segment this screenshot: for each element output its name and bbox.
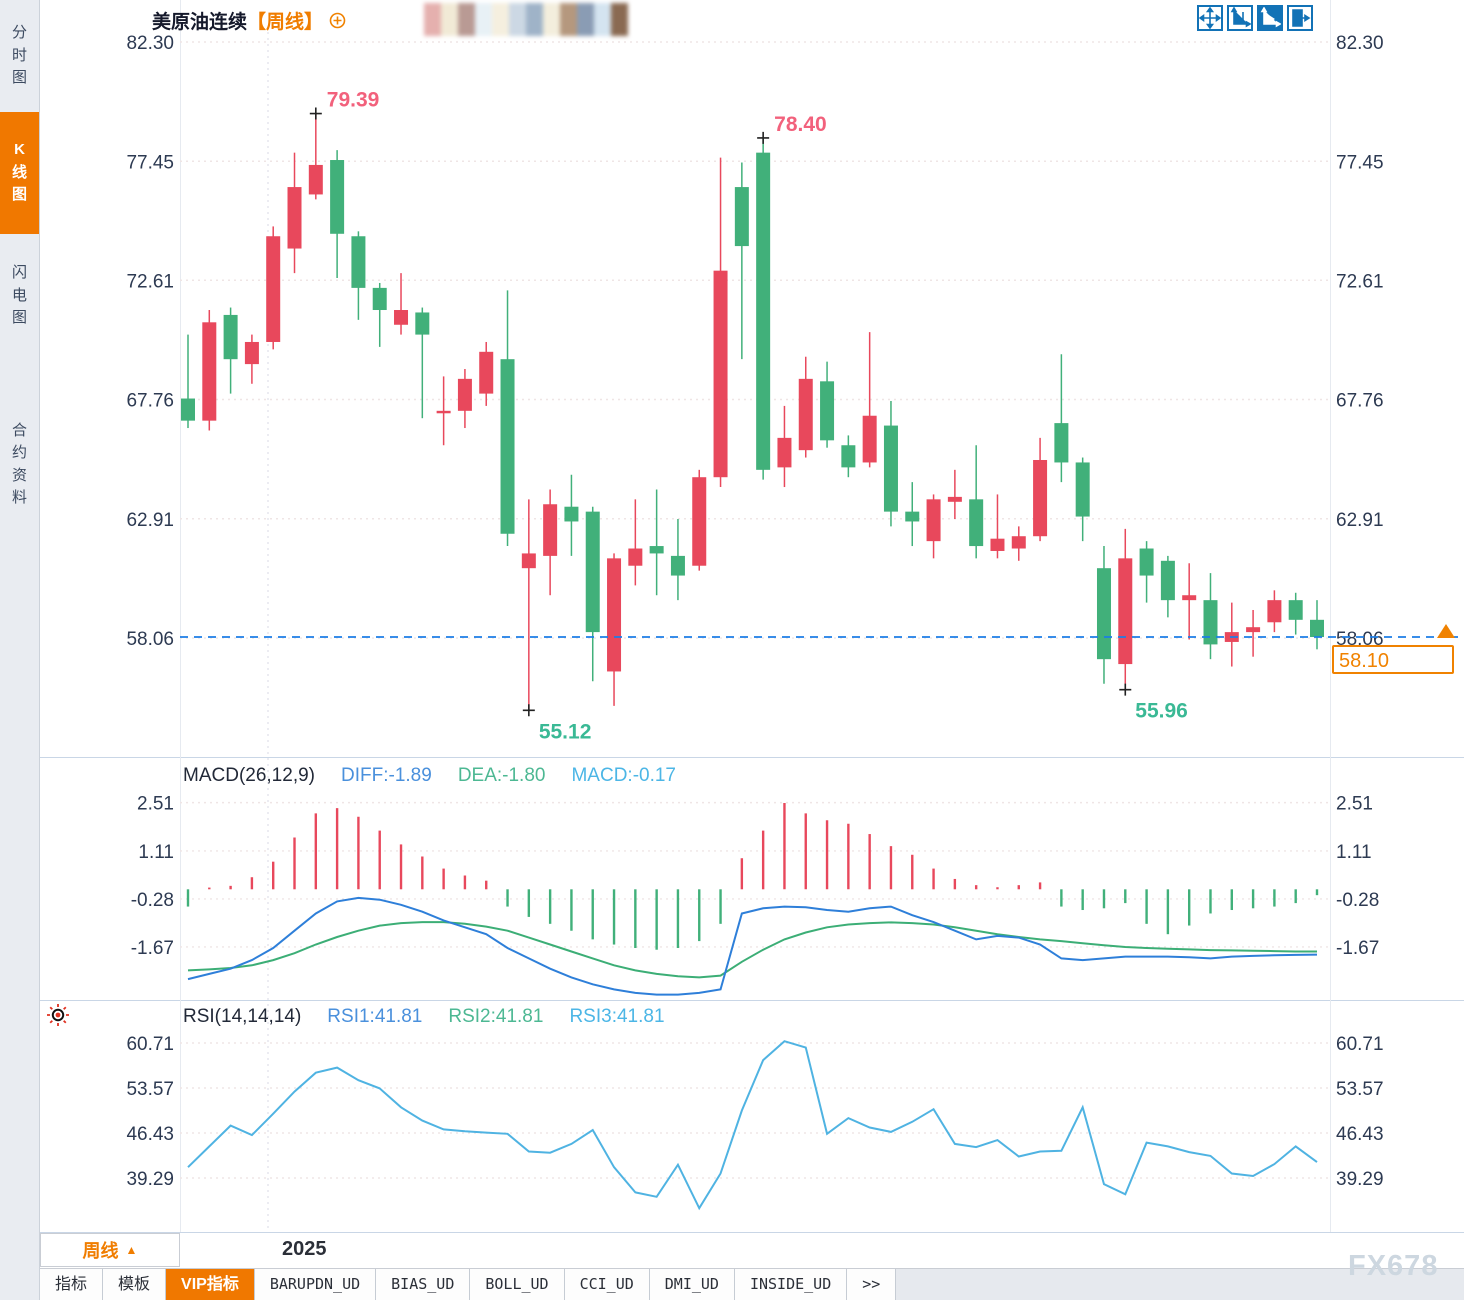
macd-legend-3: MACD:-0.17 (571, 765, 676, 786)
macd-legend-2: DEA:-1.80 (457, 765, 546, 786)
bottom-tab-10[interactable]: >> (847, 1269, 897, 1300)
rsi-title: RSI(14,14,14) (183, 1006, 302, 1027)
axis-auto-scale-icon[interactable] (1257, 5, 1283, 31)
bottom-tab-3[interactable]: VIP指标 (166, 1269, 255, 1300)
rsi-legend-1: RSI1:41.81 (327, 1006, 423, 1027)
bottom-tab-5[interactable]: BIAS_UD (376, 1269, 471, 1300)
svg-text:46.43: 46.43 (126, 1124, 174, 1145)
pane-dividers (40, 0, 1464, 1233)
chart-toolbar (1197, 5, 1313, 31)
alert-sun-icon (47, 1004, 69, 1026)
pan-crosshair-icon[interactable] (1197, 5, 1223, 31)
bottom-tab-2[interactable]: 模板 (103, 1269, 167, 1300)
svg-text:-0.28: -0.28 (131, 890, 174, 911)
svg-text:55.12: 55.12 (539, 720, 592, 743)
svg-text:72.61: 72.61 (1336, 271, 1384, 292)
svg-text:72.61: 72.61 (126, 271, 174, 292)
svg-text:77.45: 77.45 (1336, 152, 1384, 173)
sidebar-item-label: 闪电图 (11, 264, 27, 327)
svg-text:53.57: 53.57 (126, 1079, 174, 1100)
svg-text:1.11: 1.11 (138, 842, 174, 863)
bottom-tab-9[interactable]: INSIDE_UD (734, 1269, 848, 1300)
svg-text:78.40: 78.40 (774, 113, 827, 136)
svg-text:46.43: 46.43 (1336, 1124, 1384, 1145)
sidebar-item-3[interactable]: 闪电图 (0, 240, 39, 352)
bottom-tab-4[interactable]: BARUPDN_UD (254, 1269, 377, 1300)
svg-text:53.57: 53.57 (1336, 1079, 1384, 1100)
chart-title: 美原油连续 【周线】 (152, 7, 346, 34)
instrument-name: 美原油连续 (152, 12, 248, 33)
svg-text:58.06: 58.06 (126, 629, 174, 650)
axis-range-icon[interactable] (1227, 5, 1253, 31)
sidebar-item-4[interactable]: 合约资料 (0, 362, 39, 567)
svg-text:77.45: 77.45 (126, 152, 174, 173)
rsi-layer (187, 1040, 1318, 1211)
chevron-up-icon: ▲ (125, 1243, 138, 1257)
x-axis-year: 2025 (282, 1238, 327, 1260)
macd-header: MACD(26,12,9) DIFF:-1.89 DEA:-1.80 MACD:-0… (183, 765, 676, 787)
svg-text:82.30: 82.30 (126, 33, 174, 54)
svg-text:-1.67: -1.67 (1336, 938, 1379, 959)
x-axis-row: 周线 ▲ 2025 (40, 1233, 1464, 1268)
svg-text:58.06: 58.06 (1336, 629, 1384, 650)
last-price-tag: 58.10 (1332, 645, 1454, 674)
svg-text:79.39: 79.39 (327, 89, 380, 112)
bottom-tab-7[interactable]: CCI_UD (564, 1269, 650, 1300)
svg-text:-1.67: -1.67 (131, 938, 174, 959)
macd-title: MACD(26,12,9) (183, 765, 315, 786)
sidebar-item-1[interactable]: 分时图 (0, 6, 39, 106)
sidebar-item-label: 分时图 (11, 24, 27, 87)
svg-text:39.29: 39.29 (1336, 1169, 1384, 1190)
svg-text:67.76: 67.76 (1336, 391, 1384, 412)
svg-text:1.11: 1.11 (1336, 842, 1372, 863)
svg-text:82.30: 82.30 (1336, 33, 1384, 54)
collapse-panel-icon[interactable] (1287, 5, 1313, 31)
period-selector[interactable]: 周线 ▲ (40, 1233, 180, 1267)
svg-text:39.29: 39.29 (126, 1169, 174, 1190)
svg-text:55.96: 55.96 (1135, 700, 1188, 723)
svg-text:62.91: 62.91 (126, 510, 174, 531)
period-badge: 【周线】 (247, 12, 324, 33)
macd-legend-1: DIFF:-1.89 (341, 765, 432, 786)
bottom-tab-8[interactable]: DMI_UD (649, 1269, 735, 1300)
macd-layer (186, 802, 1319, 996)
svg-text:2.51: 2.51 (1336, 794, 1373, 815)
svg-text:-0.28: -0.28 (1336, 890, 1379, 911)
svg-text:60.71: 60.71 (126, 1034, 174, 1055)
bottom-tab-6[interactable]: BOLL_UD (470, 1269, 565, 1300)
period-selector-label: 周线 (82, 1241, 119, 1261)
price-up-arrow-icon (1437, 624, 1455, 638)
rsi-legend-2: RSI2:41.81 (448, 1006, 544, 1027)
sidebar-item-label: 合约资料 (11, 421, 27, 507)
svg-text:67.76: 67.76 (126, 391, 174, 412)
blurred-quote-strip (424, 3, 628, 36)
circled-plus-icon[interactable] (329, 12, 346, 29)
svg-text:62.91: 62.91 (1336, 510, 1384, 531)
indicator-tab-bar: 指标 模板 VIP指标 BARUPDN_UD BIAS_UD BOLL_UD CCI_UD D… (40, 1268, 1464, 1300)
sidebar-item-2[interactable]: K线图 (0, 112, 39, 234)
candles-layer (181, 113, 1324, 711)
bottom-tab-1[interactable]: 指标 (40, 1269, 104, 1300)
gridlines (180, 32, 1330, 1232)
svg-text:60.71: 60.71 (1336, 1034, 1384, 1055)
price-annotations (309, 107, 1132, 717)
sidebar-item-label: K线图 (11, 141, 27, 204)
rsi-header: RSI(14,14,14) RSI1:41.81 RSI2:41.81 RSI3:4… (183, 1006, 665, 1028)
left-sidebar: 分时图 K线图闪电图合约资料 (0, 0, 40, 1300)
svg-text:2.51: 2.51 (137, 794, 174, 815)
watermark: FX678 (1348, 1250, 1439, 1282)
rsi-legend-3: RSI3:41.81 (569, 1006, 665, 1027)
